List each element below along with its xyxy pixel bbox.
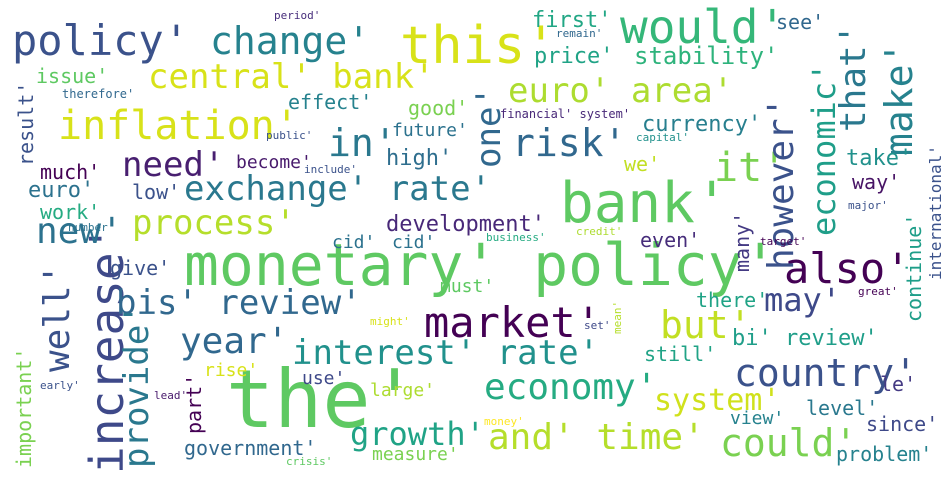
word: therefore' [62,87,135,101]
word: development' [386,212,545,237]
word: we' [624,152,661,176]
word: cid' [392,232,436,253]
word: must' [440,276,495,297]
word: even' [640,228,701,252]
word: major' [848,199,888,212]
word: view' [730,408,785,429]
word: period' [274,9,321,22]
word: in' [328,121,397,165]
word: much' [40,160,101,184]
word: le' [880,372,917,396]
word: may' [764,281,842,319]
word: mean' [611,300,624,334]
word: great' [858,285,898,298]
word: business' [486,231,546,244]
word: but' [660,303,752,347]
word: stability' [634,42,779,70]
word: see' [776,10,825,34]
word: important' [12,347,36,468]
word: might' [370,315,410,328]
word: rise' [204,360,259,381]
word: international' [926,145,945,280]
word: set' [584,319,611,332]
word: that' [833,23,874,132]
word: since' [866,412,939,436]
word: include' [304,163,357,176]
word: country' [734,351,918,395]
word: and' time' [488,417,705,458]
word: credit' [576,225,623,238]
word: first' [532,8,612,33]
word: continue' [902,213,926,322]
word: large' [370,380,436,401]
word: bank' [560,171,729,236]
word: crisis' [286,455,333,468]
word: provide' [117,304,157,468]
word: euro' area' [508,71,734,111]
word: would' [620,0,787,54]
word: still' [644,342,717,366]
word: growth' [350,415,485,453]
word: money' [484,415,524,428]
word: good' [408,96,469,120]
word: bis' review' [116,283,362,323]
word: low' [132,180,181,204]
word: process' [132,203,296,243]
word: number' [68,221,115,234]
word: work' [40,200,101,224]
word: the' [226,353,419,446]
word: change' [210,19,371,63]
word: exchange' rate' [184,169,492,209]
word: this' [400,16,557,76]
word: public' [266,129,313,142]
word: capital' [636,131,689,144]
word: central' bank' [148,57,435,97]
word: issue' [36,64,109,88]
word: part' [182,373,206,434]
word: cid' [332,232,376,253]
word: new' [36,211,123,252]
word: need' [122,145,225,185]
word: way' [852,170,901,194]
word: it' [714,145,787,191]
word: risk' [512,121,627,165]
word: interest' rate' [292,333,600,373]
word: take' [846,146,913,171]
word: policy' [12,16,190,65]
word: euro' [28,178,95,203]
word: make' [877,41,921,156]
word: economy' [484,367,658,408]
word: there' [696,288,769,312]
word: remain' [556,27,603,40]
word: government' [184,436,317,460]
word: could' [720,421,858,465]
word: one' [469,86,509,168]
word: financial' system' [500,107,631,121]
word: measure' [372,444,459,465]
word: many' [730,211,754,272]
word: market' [424,298,602,347]
word: early' [40,379,80,392]
word: use' [302,368,346,389]
word: inflation' [58,103,299,149]
word: also' [784,244,911,293]
word: effect' [288,90,373,114]
word: result' [14,81,38,166]
word: year' [180,321,289,362]
word: level' [806,396,879,420]
word: bi' review' [732,326,878,351]
word: monetary' policy' [184,231,778,299]
word: target' [760,235,807,248]
word: system' [654,383,781,418]
word: currency' [642,112,762,137]
word: high' [386,146,453,171]
word: lead' [154,389,188,402]
word: become' [236,152,312,173]
word: give' [110,256,171,280]
word: well' [37,263,78,372]
word: future' [392,120,468,141]
word: problem' [836,442,933,466]
word: price' [534,44,614,69]
